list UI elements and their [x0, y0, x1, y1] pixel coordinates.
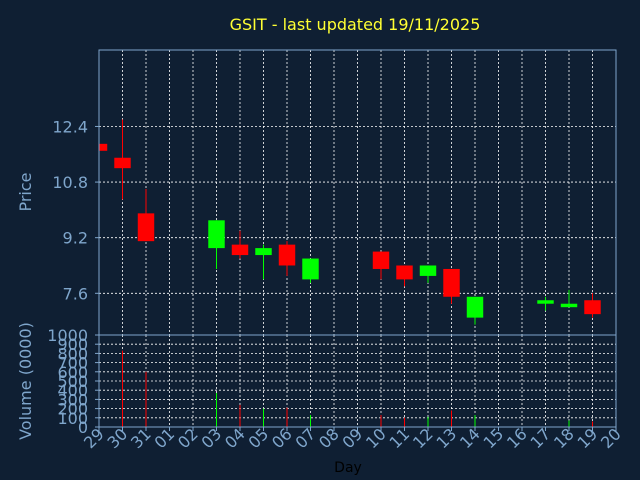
volume-tick-label: 900 [57, 335, 88, 354]
candle-body [584, 300, 601, 315]
candle-body [443, 268, 460, 297]
volume-grid [99, 335, 616, 427]
candle-body [396, 265, 413, 280]
candle-body [560, 303, 578, 308]
price-tick-label: 9.2 [63, 229, 88, 248]
chart-title: GSIT - last updated 19/11/2025 [230, 15, 481, 34]
candle-body [137, 213, 155, 242]
price-tick-label: 12.4 [52, 117, 88, 136]
volume-tick-label: 800 [57, 344, 88, 363]
candle-body [302, 258, 319, 280]
candle-body [537, 300, 554, 304]
volume-tick-label: 500 [57, 372, 88, 391]
volume-tick-label: 200 [57, 400, 88, 419]
candle-body [114, 157, 131, 169]
price-candles [98, 119, 601, 325]
candle-body [419, 265, 437, 276]
price-panel-frame [98, 49, 617, 336]
volume-tick-label: 0 [78, 418, 88, 437]
candle-body [278, 244, 296, 266]
price-tick-label: 7.6 [63, 284, 88, 303]
candle-body [466, 296, 484, 318]
volume-tick-label: 100 [57, 409, 88, 428]
day-x-ticks: 2930310102030405060708091011121314151617… [80, 424, 625, 452]
candle-body [231, 244, 249, 256]
volume-bars [122, 350, 593, 427]
x-axis-label: Day [334, 460, 362, 476]
candle-body [372, 251, 390, 269]
volume-tick-label: 1000 [47, 326, 88, 345]
price-y-ticks: 7.6 9.2 10.8 12.4 [52, 117, 99, 303]
volume-axis-label: Volume (0000) [16, 322, 35, 440]
price-grid [99, 50, 616, 335]
volume-tick-label: 300 [57, 390, 88, 409]
x-tick-label: 20 [597, 424, 625, 452]
volume-tick-label: 700 [57, 354, 88, 373]
volume-tick-label: 600 [57, 363, 88, 382]
candle-body [255, 248, 272, 256]
price-tick-label: 10.8 [52, 173, 88, 192]
candle-body [208, 220, 225, 249]
price-axis-label: Price [16, 172, 35, 211]
volume-tick-label: 400 [57, 381, 88, 400]
candle-body [99, 143, 108, 151]
